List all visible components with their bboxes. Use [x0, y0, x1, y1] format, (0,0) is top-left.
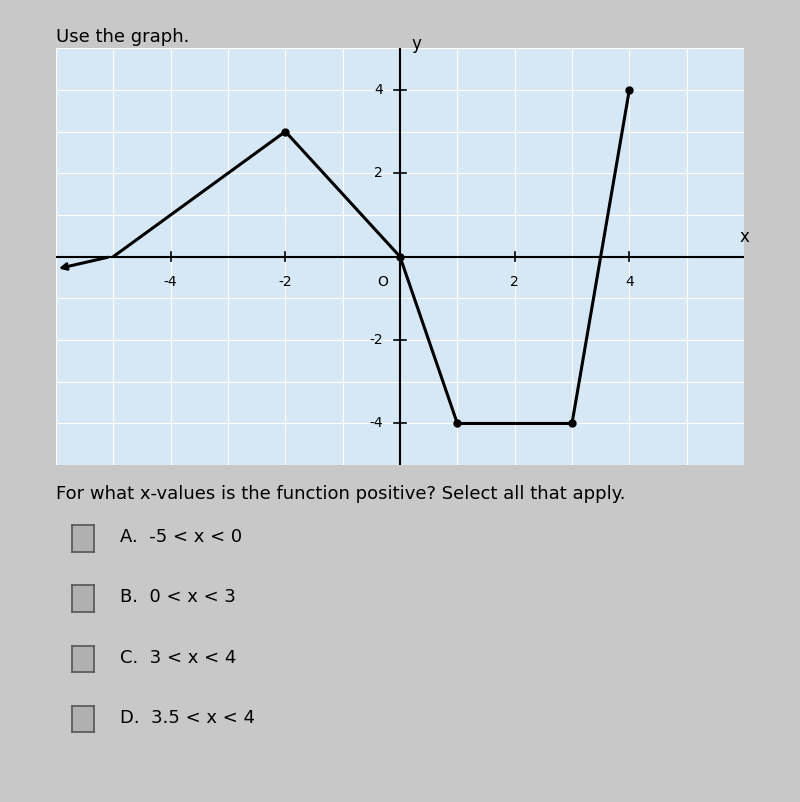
Text: x: x: [739, 229, 749, 246]
Text: -2: -2: [278, 275, 292, 290]
Text: O: O: [378, 275, 388, 290]
Text: 2: 2: [510, 275, 519, 290]
Text: 4: 4: [374, 83, 383, 97]
Text: Use the graph.: Use the graph.: [56, 28, 190, 46]
Text: 2: 2: [374, 166, 383, 180]
Text: B.  0 < x < 3: B. 0 < x < 3: [120, 589, 236, 606]
Text: D.  3.5 < x < 4: D. 3.5 < x < 4: [120, 709, 255, 727]
Text: -4: -4: [369, 416, 383, 431]
Text: A.  -5 < x < 0: A. -5 < x < 0: [120, 529, 242, 546]
Text: C.  3 < x < 4: C. 3 < x < 4: [120, 649, 236, 666]
Text: y: y: [411, 35, 422, 53]
Text: -2: -2: [369, 333, 383, 347]
Text: For what x-values is the function positive? Select all that apply.: For what x-values is the function positi…: [56, 485, 626, 503]
Text: -4: -4: [164, 275, 178, 290]
Text: 4: 4: [625, 275, 634, 290]
